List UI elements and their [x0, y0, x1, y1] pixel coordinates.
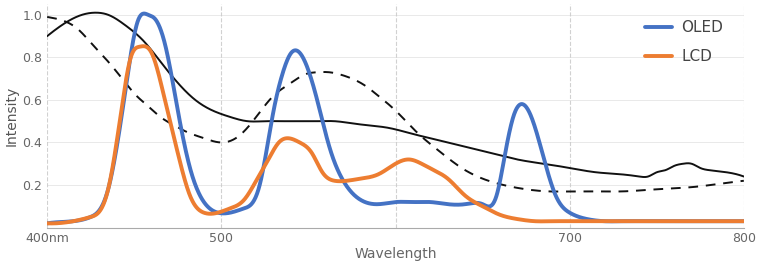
- Line: LCD: LCD: [47, 46, 744, 223]
- LCD: [720, 220, 729, 223]
- LCD: [720, 220, 729, 223]
- OLED: [363, 201, 372, 205]
- LCD: [139, 45, 148, 48]
- OLED: [43, 222, 52, 225]
- LCD: [382, 168, 391, 171]
- LCD: [592, 220, 601, 223]
- Legend: OLED, LCD: OLED, LCD: [638, 14, 730, 70]
- OLED: [78, 218, 87, 221]
- Line: OLED: OLED: [47, 14, 744, 223]
- OLED: [739, 220, 749, 223]
- LCD: [363, 176, 372, 179]
- LCD: [43, 222, 52, 225]
- OLED: [382, 202, 391, 205]
- LCD: [78, 218, 87, 221]
- LCD: [46, 222, 55, 225]
- X-axis label: Wavelength: Wavelength: [354, 247, 437, 261]
- OLED: [720, 220, 729, 223]
- Y-axis label: Intensity: Intensity: [4, 86, 18, 146]
- OLED: [591, 219, 600, 222]
- OLED: [719, 220, 728, 223]
- LCD: [739, 220, 749, 223]
- OLED: [140, 12, 149, 15]
